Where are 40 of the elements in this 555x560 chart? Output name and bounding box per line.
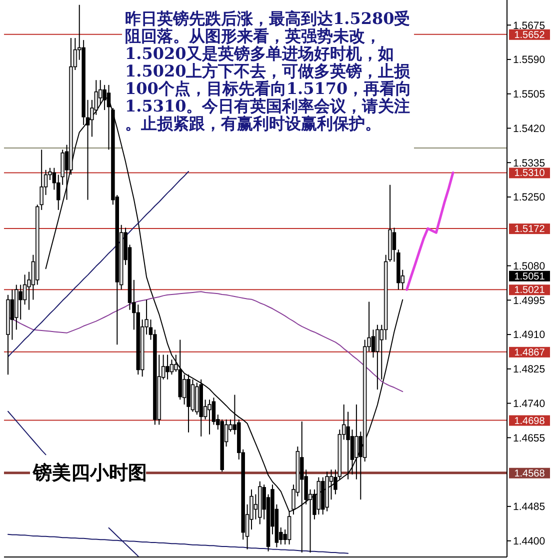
candlestick xyxy=(392,227,396,262)
y-tick-label: 1.4655 xyxy=(513,432,546,444)
y-tick-label: 1.4740 xyxy=(513,398,546,410)
y-tick-label: 1.5590 xyxy=(513,54,546,66)
annotation: 昨日英镑先跌后涨，最高到达1.5280受阻回落。从图形来看，英强势未改，1.5020又是英镑多单进场好时机，如1.5020上方下不去，可做多英镑，止损100个点，目标先看向1.5170，再看向1.5310。今日有英国利率会议，请关注。止损紧跟，有赢利时设赢利保护。 xyxy=(125,9,412,133)
candlestick xyxy=(212,397,216,426)
candlestick xyxy=(350,429,354,475)
candlestick xyxy=(18,284,22,320)
line-series xyxy=(8,410,46,456)
y-tick-label: 1.4995 xyxy=(513,294,546,307)
line-series xyxy=(8,291,404,392)
text: 1.5051 xyxy=(514,271,546,282)
y-tick-label: 1.5335 xyxy=(513,157,546,170)
candlestick xyxy=(166,354,170,380)
y-tick-label: 1.5675 xyxy=(513,20,546,32)
y-tick-label: 1.4485 xyxy=(513,501,546,514)
ref-line-label: 1.4698 xyxy=(514,416,546,427)
ref-line-label: 1.5172 xyxy=(514,224,546,236)
line-series xyxy=(8,171,190,358)
candlestick xyxy=(208,399,212,435)
candlestick xyxy=(376,324,380,390)
y-tick-label: 1.4400 xyxy=(513,535,546,548)
y-tick-label: 1.4825 xyxy=(513,364,546,376)
annotation: 镑美四小时图 xyxy=(32,462,147,484)
y-tick-label: 1.5080 xyxy=(513,260,546,272)
candlestick xyxy=(371,329,376,358)
ref-line-label: 1.4568 xyxy=(514,468,546,480)
ref-line-label: 1.5310 xyxy=(514,168,546,180)
line-series xyxy=(406,171,454,291)
y-tick-label: 1.4910 xyxy=(513,329,546,342)
y-tick-label: 1.5250 xyxy=(513,192,546,204)
ref-line-label: 1.4867 xyxy=(514,347,546,358)
candlestick xyxy=(22,274,27,306)
candlestick xyxy=(86,99,90,200)
y-tick-label: 1.5420 xyxy=(513,122,546,135)
candlestick xyxy=(10,289,14,340)
candlestick xyxy=(170,359,174,376)
ref-line-label: 1.5652 xyxy=(514,30,546,41)
y-tick-label: 1.5505 xyxy=(513,88,546,101)
ref-line-label: 1.5021 xyxy=(514,285,546,296)
